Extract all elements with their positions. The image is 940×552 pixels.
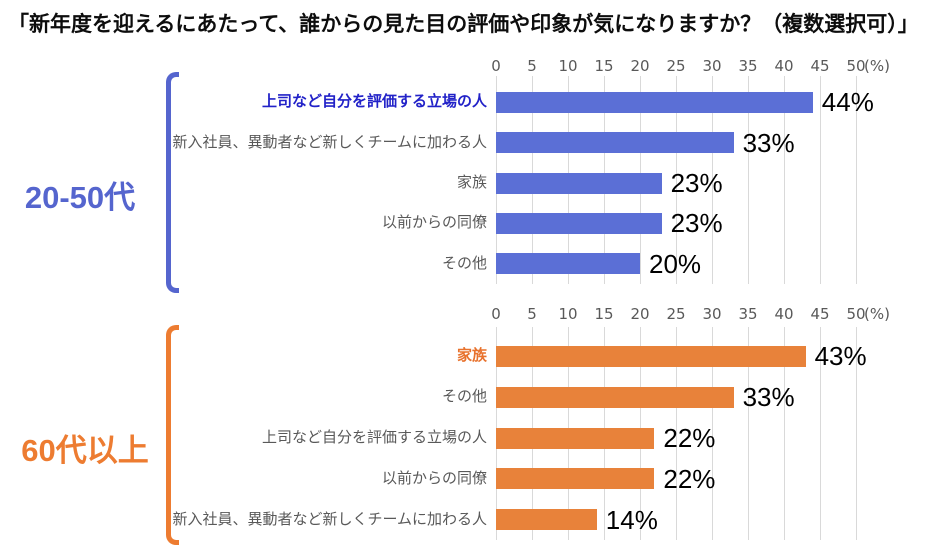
category-label: 上司など自分を評価する立場の人 <box>261 93 487 111</box>
x-axis-tick-label: 25 <box>666 57 686 75</box>
x-axis-tick-label: 40 <box>774 57 794 75</box>
x-axis-tick-label: 5 <box>527 305 537 323</box>
x-axis-tick-label: 15 <box>594 57 614 75</box>
bar <box>496 172 662 194</box>
bar <box>496 386 734 408</box>
x-axis-tick-label: 30 <box>702 57 722 75</box>
x-axis-tick-label: 35 <box>738 305 758 323</box>
x-axis-tick-label: 50 <box>846 57 866 75</box>
category-label: その他 <box>441 388 487 406</box>
group-label-20-50s: 20-50代 <box>24 180 136 215</box>
category-label: 上司など自分を評価する立場の人 <box>261 429 487 446</box>
group-label-60s-over: 60代以上 <box>21 433 149 468</box>
x-axis-tick-label: 40 <box>774 305 794 323</box>
group-bracket-20-50s <box>166 72 179 293</box>
x-axis-tick-label: 0 <box>491 57 501 75</box>
value-label: 14% <box>605 504 658 535</box>
bar <box>496 132 734 154</box>
value-label: 44% <box>821 87 874 118</box>
category-label: 新入社員、異動者など新しくチームに加わる人 <box>172 133 487 151</box>
bar <box>496 468 655 490</box>
category-label: 以前からの同僚 <box>381 214 487 232</box>
bar <box>496 253 640 275</box>
value-label: 43% <box>814 341 867 372</box>
x-axis-tick-label: 45 <box>810 57 830 75</box>
x-axis-unit-label: (%) <box>864 57 890 75</box>
bar <box>496 427 655 449</box>
category-label: 以前からの同僚 <box>381 469 487 487</box>
x-axis-tick-label: 50 <box>846 305 866 323</box>
x-axis-tick-label: 10 <box>558 57 578 75</box>
category-label: 家族 <box>456 347 487 365</box>
x-axis-unit-label: (%) <box>864 305 890 323</box>
x-axis-tick-label: 45 <box>810 305 830 323</box>
value-label: 23% <box>670 168 723 198</box>
x-axis-tick-label: 25 <box>666 305 686 323</box>
bar <box>496 91 813 113</box>
bar <box>496 509 597 531</box>
category-label: その他 <box>441 254 487 272</box>
x-axis-tick-label: 15 <box>594 305 614 323</box>
x-axis-tick-label: 10 <box>558 305 578 323</box>
category-label: 新入社員、異動者など新しくチームに加わる人 <box>172 510 487 528</box>
value-label: 20% <box>649 248 702 279</box>
value-label: 22% <box>663 423 716 453</box>
x-axis-tick-label: 0 <box>491 305 501 323</box>
category-label: 家族 <box>456 174 487 191</box>
x-axis-tick-label: 20 <box>630 57 650 75</box>
group-bracket-60s-over <box>166 325 179 545</box>
value-label: 23% <box>670 208 723 239</box>
x-axis-tick-label: 30 <box>702 305 722 323</box>
bar <box>496 345 806 367</box>
value-label: 22% <box>663 463 716 494</box>
bar <box>496 212 662 234</box>
x-axis-tick-label: 5 <box>527 57 537 75</box>
chart-title: 「新年度を迎えるにあたって、誰からの見た目の評価や印象が気になりますか？（複数選… <box>8 13 919 36</box>
x-axis-tick-label: 35 <box>738 57 758 75</box>
value-label: 33% <box>742 382 795 413</box>
x-axis-tick-label: 20 <box>630 305 650 323</box>
value-label: 33% <box>742 127 795 158</box>
